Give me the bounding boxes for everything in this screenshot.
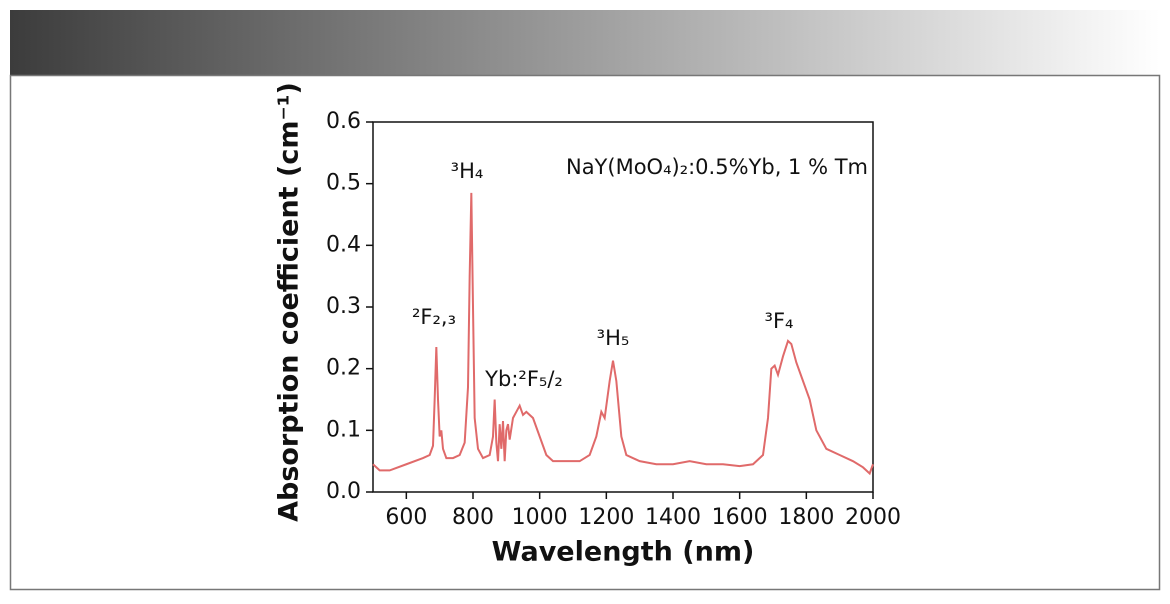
x-tick-label: 2000: [845, 505, 901, 530]
header-bar: [10, 10, 1160, 75]
chart-title: NaY(MoO₄)₂:0.5%Yb, 1 % Tm: [566, 155, 868, 179]
y-tick-label: 0.1: [326, 417, 361, 442]
y-tick-label: 0.4: [326, 232, 361, 257]
y-tick-label: 0.6: [326, 109, 361, 134]
spectrum-line: [372, 192, 874, 476]
x-axis-label: Wavelength (nm): [492, 537, 755, 568]
x-tick-label: 1200: [578, 505, 634, 530]
y-tick-label: 0.5: [326, 171, 361, 196]
frame: [9, 74, 1161, 591]
y-tick-label: 0.3: [326, 294, 361, 319]
peak-label: ³H₅: [597, 326, 630, 350]
y-axis-label: Absorption coefficient (cm⁻¹): [274, 82, 305, 522]
x-tick-label: 1800: [778, 505, 834, 530]
x-tick-label: 1600: [712, 505, 768, 530]
x-tick-label: 1000: [512, 505, 568, 530]
y-tick-label: 0.2: [326, 356, 361, 381]
peak-label: ²F₂,₃: [412, 305, 456, 329]
x-tick-label: 600: [385, 505, 427, 530]
peak-label: Yb:²F₅/₂: [484, 367, 563, 391]
y-tick-label: 0.0: [326, 479, 361, 504]
x-tick-label: 1400: [645, 505, 701, 530]
peak-label: ³F₄: [765, 309, 794, 333]
peak-label: ³H₄: [451, 159, 484, 183]
x-tick-label: 800: [452, 505, 494, 530]
